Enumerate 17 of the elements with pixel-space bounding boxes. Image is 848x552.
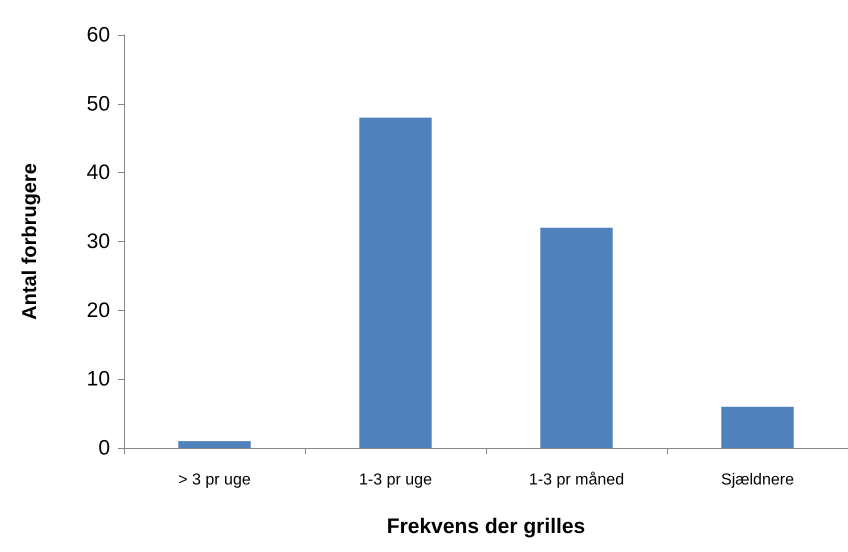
y-tick-label: 40: [86, 161, 110, 184]
y-tick-label: 20: [86, 298, 110, 322]
y-tick-label: 50: [86, 92, 110, 116]
bar: [359, 118, 432, 448]
x-tick-label: Sjældnere: [721, 472, 794, 488]
bar: [178, 441, 251, 448]
y-tick-label: 30: [86, 230, 110, 253]
x-axis-title: Frekvens der grilles: [386, 515, 586, 538]
bar: [540, 228, 613, 448]
x-tick-label: 1-3 pr uge: [359, 472, 432, 488]
x-tick-label: > 3 pr uge: [178, 472, 251, 488]
y-axis-title: Antal forbrugere: [19, 163, 41, 320]
y-tick-label: 0: [98, 436, 110, 460]
y-tick-label: 10: [86, 368, 110, 391]
x-tick-label: 1-3 pr måned: [528, 472, 624, 488]
bar: [721, 406, 794, 448]
y-tick-label: 60: [86, 24, 110, 46]
